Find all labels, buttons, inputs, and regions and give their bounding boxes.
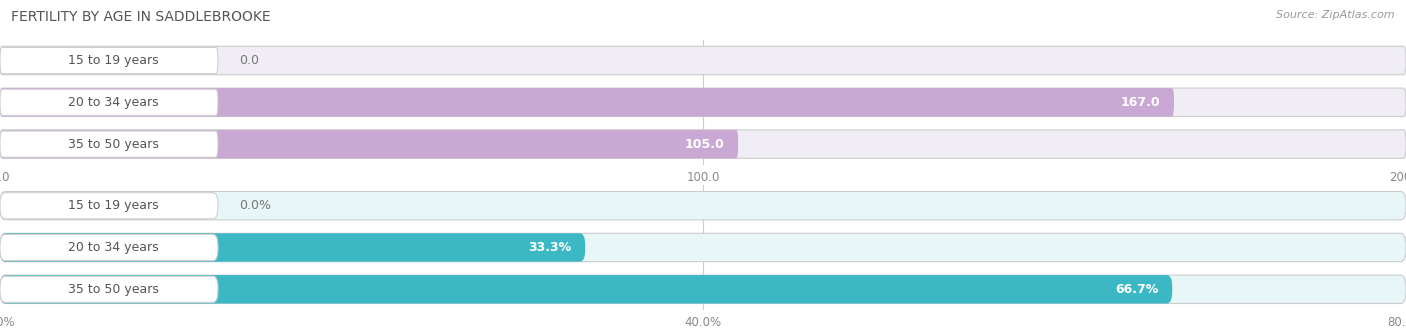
Text: 15 to 19 years: 15 to 19 years [67,54,159,67]
Text: 20 to 34 years: 20 to 34 years [67,96,159,109]
Text: 105.0: 105.0 [685,138,724,150]
FancyBboxPatch shape [0,275,1406,304]
Text: 66.7%: 66.7% [1115,283,1159,296]
FancyBboxPatch shape [0,233,585,262]
FancyBboxPatch shape [0,233,1406,262]
FancyBboxPatch shape [0,234,218,261]
FancyBboxPatch shape [0,131,218,157]
Text: 167.0: 167.0 [1121,96,1160,109]
FancyBboxPatch shape [0,191,1406,220]
FancyBboxPatch shape [0,130,738,158]
FancyBboxPatch shape [0,48,218,74]
Text: FERTILITY BY AGE IN SADDLEBROOKE: FERTILITY BY AGE IN SADDLEBROOKE [11,10,271,24]
Text: 20 to 34 years: 20 to 34 years [67,241,159,254]
Text: 35 to 50 years: 35 to 50 years [67,283,159,296]
Text: 33.3%: 33.3% [529,241,571,254]
Text: 0.0: 0.0 [239,54,259,67]
Text: Source: ZipAtlas.com: Source: ZipAtlas.com [1277,10,1395,20]
FancyBboxPatch shape [0,89,218,116]
Text: 0.0%: 0.0% [239,199,271,212]
Text: 35 to 50 years: 35 to 50 years [67,138,159,150]
FancyBboxPatch shape [0,275,1173,304]
FancyBboxPatch shape [0,193,218,219]
Text: 15 to 19 years: 15 to 19 years [67,199,159,212]
FancyBboxPatch shape [0,88,1406,116]
FancyBboxPatch shape [0,88,1174,116]
FancyBboxPatch shape [0,130,1406,158]
FancyBboxPatch shape [0,276,218,302]
FancyBboxPatch shape [0,46,1406,75]
